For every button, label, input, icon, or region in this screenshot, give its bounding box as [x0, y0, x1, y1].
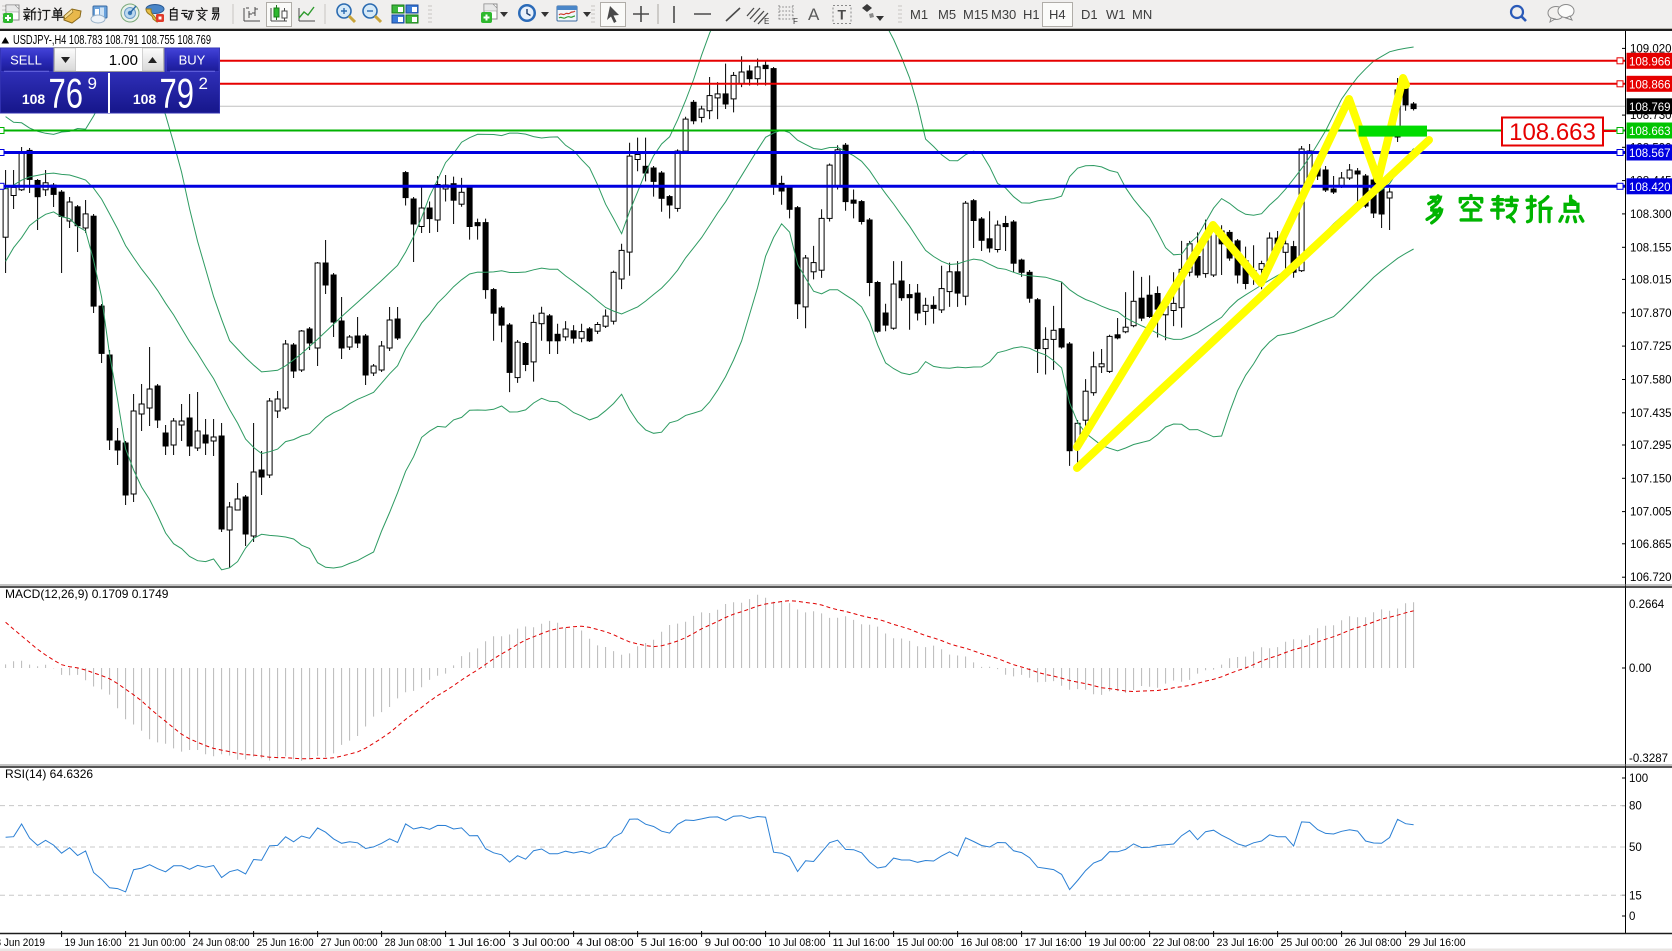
svg-text:106.865: 106.865	[1630, 539, 1672, 551]
svg-text:108.769: 108.769	[1629, 102, 1671, 114]
svg-text:26 Jul 08:00: 26 Jul 08:00	[1345, 937, 1402, 949]
svg-text:M30: M30	[991, 7, 1016, 22]
svg-text:D1: D1	[1081, 7, 1098, 22]
svg-text:25 Jul 00:00: 25 Jul 00:00	[1281, 937, 1338, 949]
svg-text:0.2664: 0.2664	[1629, 599, 1665, 611]
svg-text:50: 50	[1629, 842, 1642, 854]
svg-text:108.866: 108.866	[1629, 79, 1671, 91]
svg-text:M5: M5	[938, 7, 956, 22]
svg-text:76: 76	[49, 70, 84, 117]
svg-text:F: F	[793, 17, 798, 26]
svg-text:10 Jul 08:00: 10 Jul 08:00	[769, 937, 826, 949]
svg-text:24 Jun 08:00: 24 Jun 08:00	[193, 937, 250, 949]
svg-text:108.966: 108.966	[1629, 56, 1671, 68]
svg-text:108: 108	[22, 91, 46, 107]
svg-text:18 Jun 2019: 18 Jun 2019	[0, 937, 45, 949]
svg-text:21 Jun 00:00: 21 Jun 00:00	[129, 937, 186, 949]
svg-text:H4: H4	[1049, 7, 1066, 22]
svg-text:108.420: 108.420	[1629, 182, 1671, 194]
svg-text:100: 100	[1629, 773, 1648, 785]
svg-text:M15: M15	[963, 7, 988, 22]
svg-text:15 Jul 00:00: 15 Jul 00:00	[897, 937, 954, 949]
svg-text:107.870: 107.870	[1630, 308, 1672, 320]
svg-text:108.155: 108.155	[1630, 242, 1672, 254]
svg-text:29 Jul 16:00: 29 Jul 16:00	[1409, 937, 1466, 949]
svg-text:16 Jul 08:00: 16 Jul 08:00	[961, 937, 1018, 949]
svg-text:107.435: 107.435	[1630, 408, 1672, 420]
svg-text:1.00: 1.00	[109, 52, 138, 69]
svg-text:19 Jun 16:00: 19 Jun 16:00	[65, 937, 122, 949]
svg-text:108.663: 108.663	[1629, 126, 1671, 138]
svg-text:107.580: 107.580	[1630, 375, 1672, 387]
svg-text:SELL: SELL	[10, 53, 42, 68]
svg-text:108.015: 108.015	[1630, 274, 1672, 286]
svg-text:109.020: 109.020	[1630, 43, 1672, 55]
svg-text:3 Jul 00:00: 3 Jul 00:00	[513, 937, 570, 949]
svg-text:RSI(14) 64.6326: RSI(14) 64.6326	[5, 767, 93, 781]
svg-text:25 Jun 16:00: 25 Jun 16:00	[257, 937, 314, 949]
svg-text:108.300: 108.300	[1630, 209, 1672, 221]
svg-text:4 Jul 08:00: 4 Jul 08:00	[577, 937, 634, 949]
svg-text:E: E	[764, 17, 769, 26]
svg-text:T: T	[838, 7, 847, 23]
svg-text:A: A	[808, 5, 820, 24]
svg-text:22 Jul 08:00: 22 Jul 08:00	[1153, 937, 1210, 949]
svg-text:15: 15	[1629, 890, 1642, 902]
svg-text:28 Jun 08:00: 28 Jun 08:00	[385, 937, 442, 949]
svg-text:108: 108	[133, 91, 157, 107]
svg-text:9 Jul 00:00: 9 Jul 00:00	[705, 937, 762, 949]
svg-text:H1: H1	[1023, 7, 1040, 22]
svg-text:W1: W1	[1106, 7, 1126, 22]
svg-text:5 Jul 16:00: 5 Jul 16:00	[641, 937, 698, 949]
svg-text:107.005: 107.005	[1630, 507, 1672, 519]
svg-text:2: 2	[199, 74, 208, 93]
svg-text:USDJPY-,H4 108.783 108.791 10: USDJPY-,H4 108.783 108.791 108.755 108.7…	[13, 33, 211, 47]
svg-text:0: 0	[1629, 911, 1635, 923]
svg-text:108.567: 108.567	[1629, 148, 1671, 160]
svg-text:-0.3287: -0.3287	[1629, 753, 1668, 765]
svg-text:BUY: BUY	[179, 53, 206, 68]
svg-text:17 Jul 16:00: 17 Jul 16:00	[1025, 937, 1082, 949]
svg-text:107.150: 107.150	[1630, 473, 1672, 485]
svg-text:0.00: 0.00	[1629, 663, 1651, 675]
svg-text:19 Jul 00:00: 19 Jul 00:00	[1089, 937, 1146, 949]
svg-text:107.295: 107.295	[1630, 440, 1672, 452]
svg-text:M1: M1	[910, 7, 928, 22]
svg-text:MN: MN	[1132, 7, 1152, 22]
svg-text:108.663: 108.663	[1509, 119, 1596, 146]
svg-text:9: 9	[88, 74, 97, 93]
svg-text:11 Jul 16:00: 11 Jul 16:00	[833, 937, 890, 949]
svg-text:23 Jul 16:00: 23 Jul 16:00	[1217, 937, 1274, 949]
svg-text:79: 79	[160, 70, 195, 117]
svg-text:107.725: 107.725	[1630, 341, 1672, 353]
svg-text:27 Jun 00:00: 27 Jun 00:00	[321, 937, 378, 949]
svg-text:1 Jul 16:00: 1 Jul 16:00	[449, 937, 506, 949]
svg-text:106.720: 106.720	[1630, 572, 1672, 584]
svg-text:80: 80	[1629, 801, 1642, 813]
svg-text:MACD(12,26,9) 0.1709 0.1749: MACD(12,26,9) 0.1709 0.1749	[5, 587, 169, 601]
